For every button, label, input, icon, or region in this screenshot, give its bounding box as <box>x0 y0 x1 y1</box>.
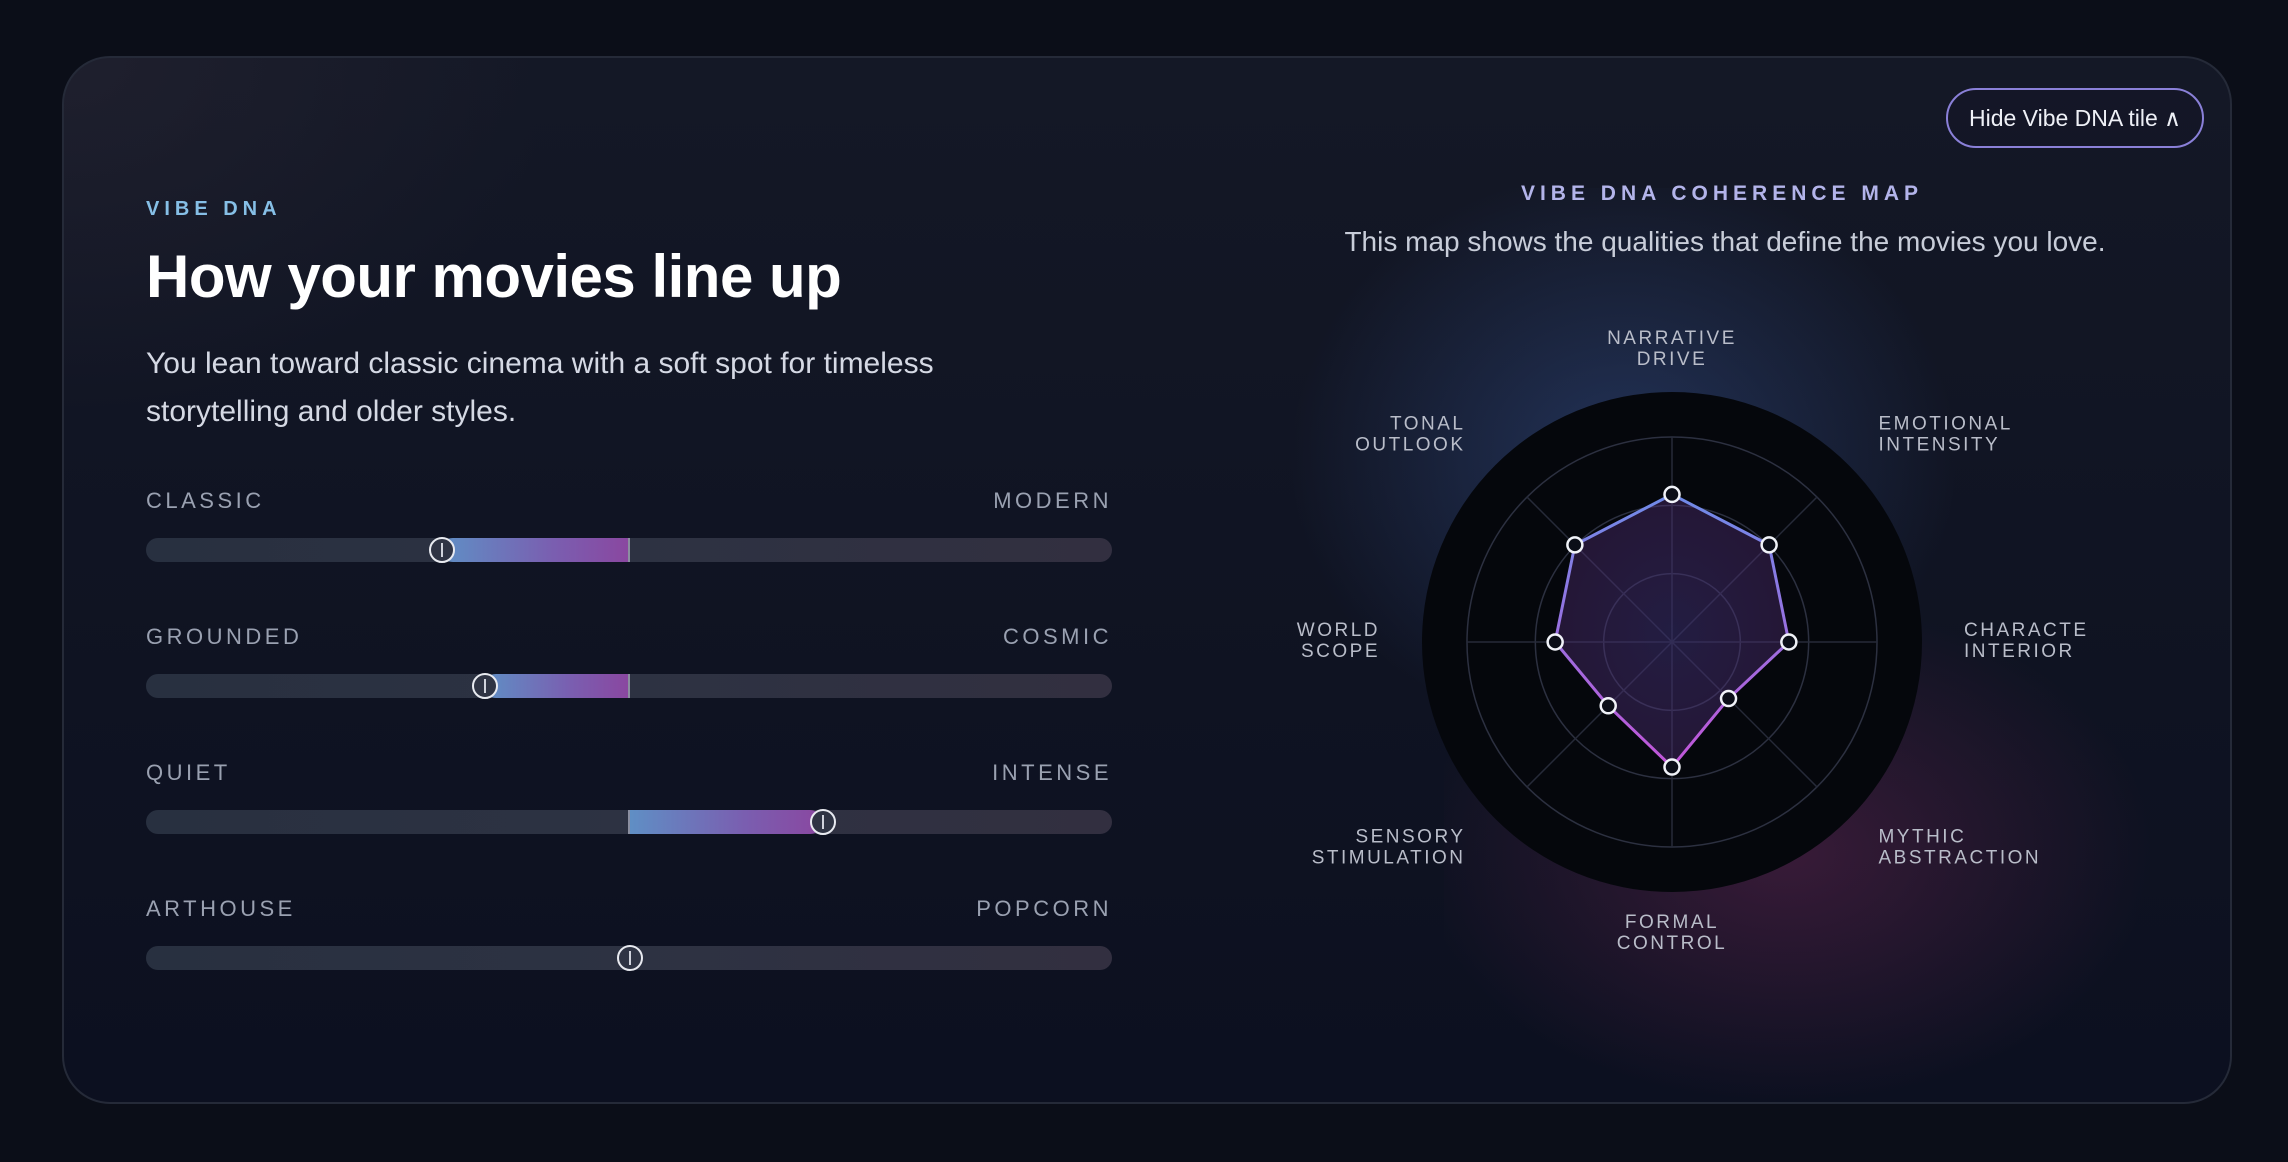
slider-left-label: CLASSIC <box>146 488 265 513</box>
radar-point <box>1780 633 1798 651</box>
coherence-map-title: VIBE DNA COHERENCE MAP <box>1520 182 1924 205</box>
radar-point <box>1663 758 1681 776</box>
slider-center-mark <box>628 674 630 698</box>
slider-center-mark <box>628 538 630 562</box>
radar-point <box>1546 633 1564 651</box>
radar-point <box>1599 697 1617 715</box>
vibe-summary: You lean toward classic cinema with a so… <box>146 347 934 428</box>
slider-track[interactable] <box>146 809 1112 835</box>
slider-thumb[interactable] <box>428 537 455 563</box>
radar-axis-label: CHARACTE INTERIOR <box>1964 620 2089 662</box>
slider-right-label: INTENSE <box>992 760 1112 785</box>
slider-right-label: COSMIC <box>1003 624 1112 649</box>
radar-axis-label: MYTHIC ABSTRACTION <box>1878 826 2041 868</box>
page-title: How your movies line up <box>146 243 842 310</box>
slider-right-label: MODERN <box>993 488 1112 513</box>
radar-point <box>1719 689 1738 708</box>
radar-axis-label: SENSORY STIMULATION <box>1312 826 1466 868</box>
slider-left-label: GROUNDED <box>146 624 303 649</box>
slider-quiet-intense: QUIET INTENSE <box>146 760 1112 840</box>
radar-axis-label: WORLD SCOPE <box>1297 620 1380 662</box>
radar-axis-label: NARRATIVE DRIVE <box>1607 328 1737 370</box>
vibe-dna-eyebrow: VIBE DNA <box>146 198 282 220</box>
coherence-map-description: This map shows the qualities that define… <box>1344 226 2106 257</box>
slider-fill <box>484 674 629 698</box>
radar-point <box>1663 485 1681 504</box>
vibe-dna-card: VIBE DNA How your movies line up You lea… <box>62 56 2232 1104</box>
slider-thumb[interactable] <box>617 945 643 971</box>
coherence-radar-chart: NARRATIVE DRIVE EMOTIONAL INTENSITY CHARACTE… <box>1297 328 2089 954</box>
slider-thumb[interactable] <box>810 809 837 835</box>
slider-track[interactable] <box>146 673 1112 699</box>
radar-axis-label: TONAL OUTLOOK <box>1355 414 1465 456</box>
slider-grounded-cosmic: GROUNDED COSMIC <box>146 624 1112 704</box>
slider-arthouse-popcorn: ARTHOUSE POPCORN <box>146 896 1112 976</box>
slider-center-mark <box>628 810 630 834</box>
radar-axis-label: EMOTIONAL INTENSITY <box>1878 414 2012 456</box>
radar-axis-label: FORMAL CONTROL <box>1617 912 1727 954</box>
slider-track[interactable] <box>146 945 1112 971</box>
slider-right-label: POPCORN <box>976 896 1112 921</box>
hide-vibe-dna-button[interactable]: Hide Vibe DNA tile ∧ <box>1946 88 2204 148</box>
slider-classic-modern: CLASSIC MODERN <box>146 488 1112 568</box>
slider-track[interactable] <box>146 537 1112 563</box>
radar-point <box>1760 536 1778 554</box>
slider-left-label: QUIET <box>146 760 231 785</box>
slider-left-label: ARTHOUSE <box>146 896 296 921</box>
slider-fill <box>440 538 629 562</box>
slider-thumb[interactable] <box>472 673 499 699</box>
slider-fill <box>629 810 823 834</box>
radar-point <box>1566 536 1584 554</box>
